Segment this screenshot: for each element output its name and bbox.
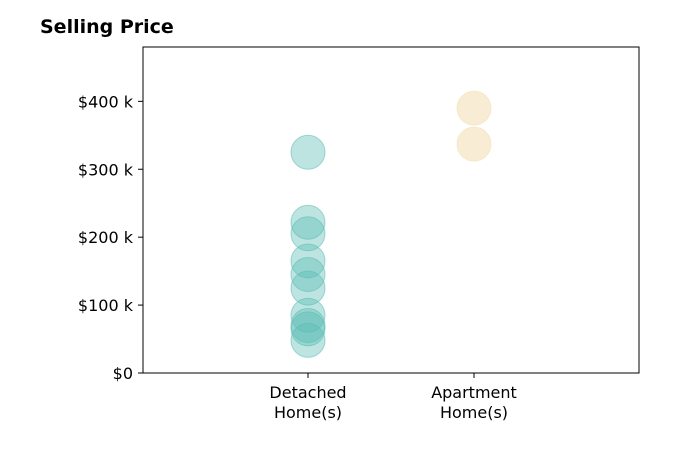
x-tick-label: Home(s) bbox=[274, 403, 342, 422]
data-point bbox=[456, 90, 492, 126]
x-tick-label: Detached bbox=[269, 383, 346, 402]
data-point bbox=[290, 270, 326, 306]
data-point bbox=[290, 216, 326, 252]
y-tick-label: $0 bbox=[113, 364, 133, 383]
y-tick-label: $300 k bbox=[78, 160, 134, 179]
points-layer bbox=[290, 90, 492, 358]
y-tick-label: $100 k bbox=[78, 296, 134, 315]
data-point bbox=[290, 134, 326, 170]
y-tick-label: $200 k bbox=[78, 228, 134, 247]
data-point bbox=[290, 322, 326, 358]
data-point bbox=[456, 126, 492, 162]
data-point bbox=[290, 243, 326, 279]
data-point bbox=[290, 204, 326, 240]
y-tick-label: $400 k bbox=[78, 92, 134, 111]
y-axis: $0 $100 k $200 k $300 k $400 k bbox=[78, 92, 143, 383]
x-tick-label: Apartment bbox=[431, 383, 517, 402]
data-point bbox=[290, 257, 326, 293]
plot-frame bbox=[142, 46, 640, 374]
data-point bbox=[290, 297, 326, 333]
x-tick-label: Home(s) bbox=[440, 403, 508, 422]
chart-title: Selling Price bbox=[40, 16, 174, 38]
data-point bbox=[290, 311, 326, 347]
